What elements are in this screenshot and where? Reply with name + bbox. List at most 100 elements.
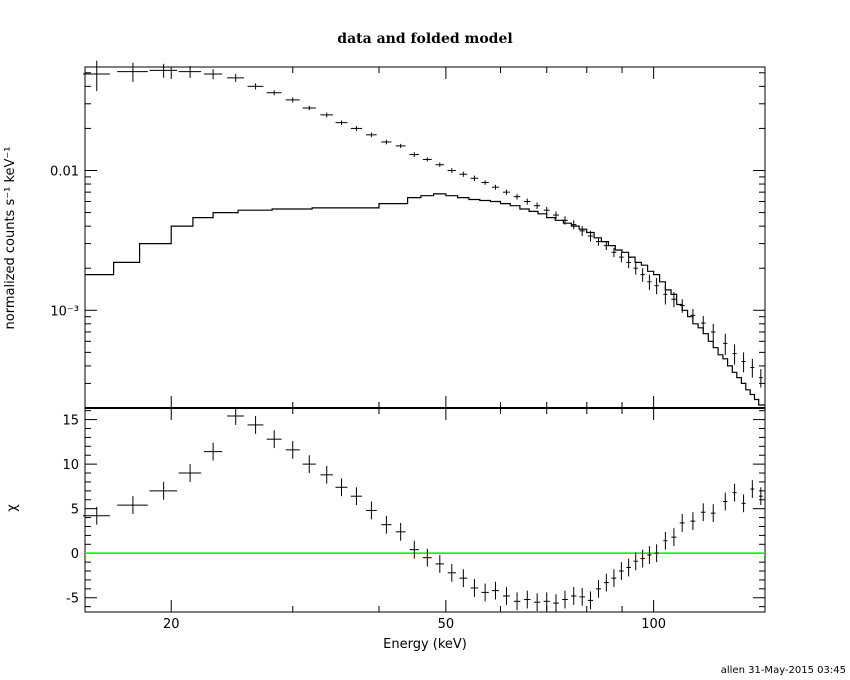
data-point [750, 358, 755, 378]
top-frame [84, 66, 766, 409]
residual-point [741, 494, 746, 513]
residual-point [117, 496, 148, 515]
data-point [82, 60, 110, 92]
data-point [320, 112, 333, 118]
data-point [227, 74, 245, 82]
top-ytick-label: 0.01 [50, 164, 79, 179]
residual-point [587, 591, 594, 610]
residual-point [203, 442, 223, 461]
data-point [381, 139, 392, 145]
model-curve [85, 193, 765, 406]
residual-point [302, 455, 316, 474]
data-point [247, 83, 264, 90]
residual-point [149, 481, 178, 500]
data-point [447, 168, 456, 173]
residual-point [640, 549, 645, 568]
data-point [741, 352, 746, 373]
residual-point [570, 587, 577, 605]
residual-point [690, 512, 696, 531]
residual-point [647, 546, 652, 564]
residual-point [700, 503, 706, 522]
data-point [513, 193, 521, 200]
residual-point [595, 579, 602, 598]
residual-point [732, 483, 737, 502]
data-point [640, 268, 645, 282]
residual-point [435, 554, 445, 573]
residual-point [758, 487, 763, 506]
residual-point [562, 590, 568, 609]
data-point [663, 285, 668, 305]
residual-point [654, 544, 659, 563]
data-point [534, 202, 541, 210]
data-point [626, 257, 631, 269]
residual-point [381, 515, 392, 534]
bottom-ytick-label: -5 [66, 592, 79, 607]
residual-point [524, 590, 531, 609]
data-point [595, 237, 602, 246]
bottom-ylabel: χ [5, 504, 20, 512]
residual-point [82, 506, 110, 525]
data-point [654, 278, 659, 295]
residual-point [227, 408, 245, 425]
x-axis-label: Energy (keV) [383, 637, 467, 652]
residual-point [470, 579, 479, 597]
data-point [178, 65, 202, 78]
residual-point [543, 592, 550, 611]
residual-point [285, 440, 300, 459]
data-point [422, 157, 432, 162]
data-point [700, 316, 706, 332]
residual-point [447, 563, 456, 582]
data-point [435, 162, 445, 167]
bottom-frame [84, 407, 766, 613]
data-point [285, 97, 300, 103]
residual-point [611, 569, 617, 588]
residual-point [553, 594, 559, 612]
data-point [570, 220, 577, 230]
data-point [481, 180, 489, 185]
residual-point [711, 504, 716, 523]
data-point [543, 206, 550, 214]
data-point [470, 175, 479, 182]
data-point [459, 171, 468, 177]
residual-point [603, 573, 609, 592]
data-point [335, 120, 348, 125]
residual-point [247, 416, 264, 434]
residual-point [266, 430, 282, 449]
bottom-ytick-label: 15 [62, 414, 79, 429]
bottom-panel: -5 0 5 10 15 20 50 100 [62, 407, 766, 632]
bottom-ytick-label: 10 [62, 458, 79, 473]
residual-point [395, 522, 406, 541]
residual-point [671, 528, 677, 547]
data-point [350, 126, 363, 131]
residual-point [503, 587, 510, 605]
footer-stamp: allen 31-May-2015 03:45 [721, 665, 846, 676]
residual-point [750, 480, 755, 498]
data-point [611, 247, 617, 258]
residual-point [513, 592, 521, 611]
residual-point [626, 558, 631, 577]
data-point [587, 230, 594, 242]
residual-point [350, 487, 363, 506]
top-panel: 0.01 10⁻³ [50, 60, 766, 409]
data-point [579, 226, 585, 236]
residual-point [481, 583, 489, 602]
data-point [266, 90, 282, 96]
residual-point [579, 587, 585, 606]
residual-point [422, 548, 432, 567]
residual-point [534, 593, 541, 612]
data-point [395, 143, 406, 148]
top-ylabel: normalized counts s⁻¹ keV⁻¹ [3, 147, 18, 330]
residual-point [459, 569, 468, 588]
data-point [524, 198, 531, 205]
residual-point [663, 531, 668, 550]
data-point [732, 344, 737, 365]
bottom-ytick-label: 5 [71, 503, 79, 518]
data-point [633, 262, 638, 275]
data-point [711, 323, 716, 342]
data-point [365, 132, 377, 138]
data-point [647, 274, 652, 290]
residual-point [409, 540, 419, 559]
data-point [203, 69, 223, 80]
data-point [117, 62, 148, 82]
